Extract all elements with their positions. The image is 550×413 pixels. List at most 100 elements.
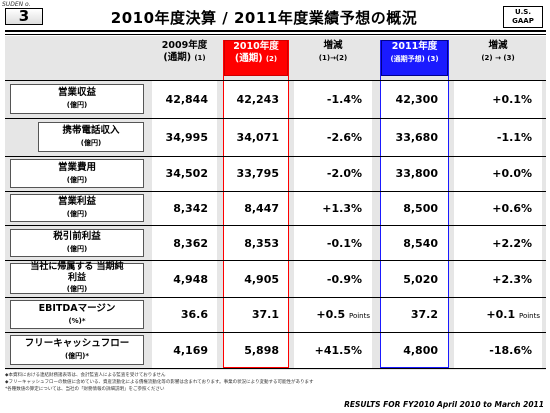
cell-value: +1.3% (322, 202, 362, 215)
cell-value: 33,680 (395, 131, 438, 144)
cell-value: -0.9% (326, 273, 362, 286)
row-label-text: 税引前利益 (53, 231, 101, 242)
cell-value: 8,353 (244, 237, 279, 250)
row-divider (5, 297, 546, 298)
row-divider (5, 80, 546, 81)
cell-value: 42,243 (236, 93, 279, 106)
row-divider (5, 156, 546, 157)
row-label-text: 営業収益 (57, 87, 96, 98)
cell-value: 4,905 (244, 273, 279, 286)
row-label-text: 携帯電話収入 (62, 125, 120, 136)
cell-value: -18.6% (489, 344, 532, 357)
row-label-operating-revenue: 営業収益 (億円) (10, 84, 144, 114)
cell-value: 33,795 (236, 167, 279, 180)
results-footer: RESULTS FOR FY2010 April 2010 to March 2… (344, 400, 544, 409)
cell-value: 33,800 (395, 167, 438, 180)
row-unit: (%)* (68, 316, 86, 325)
cell-value: +2.3% (492, 273, 532, 286)
header-diff2-label: 増減 (488, 40, 508, 51)
cell-value: 34,071 (236, 131, 279, 144)
cell-value: 42,300 (395, 93, 438, 106)
row-divider (5, 225, 546, 226)
row-label-ebitda-margin: EBITDAマージン (%)* (10, 300, 144, 329)
header-2011: 2011年度 (通期予想) (3) (381, 40, 448, 76)
cell-value: 36.6 (180, 308, 208, 321)
row-label-text: 当社に帰属する 当期純利益 (30, 262, 124, 283)
header-diff1-range: (1)→(2) (318, 54, 348, 62)
page-number: 3 (5, 8, 43, 25)
header-2011-period: (通期予想) (390, 55, 425, 63)
cell-value: -1.1% (496, 131, 532, 144)
row-label-net-income: 当社に帰属する 当期純利益 (億円) (10, 262, 144, 294)
row-label-text: EBITDAマージン (38, 302, 116, 314)
col-band-2009 (152, 80, 217, 368)
cell-ebitda-diff2: +0.1 Points (454, 308, 540, 321)
slide-label: SUDEN o. (2, 1, 31, 8)
col-band-diff1 (294, 80, 372, 368)
cell-value: 34,995 (165, 131, 208, 144)
row-label-text: 営業利益 (57, 196, 96, 207)
header-diff1: 増減 (1)→(2) (294, 40, 372, 76)
row-divider (5, 332, 546, 333)
header-2010: 2010年度 (通期) (2) (224, 40, 288, 76)
cell-value: -2.6% (326, 131, 362, 144)
cell-value: 8,362 (173, 237, 208, 250)
cell-value: 5,020 (403, 273, 438, 286)
row-divider (5, 118, 546, 119)
cell-value: 8,342 (173, 202, 208, 215)
cell-value: -0.1% (326, 237, 362, 250)
title-rule-thin (5, 34, 546, 35)
cell-value: +2.2% (492, 237, 532, 250)
row-label-text: 営業費用 (57, 161, 96, 173)
row-label-operating-expenses: 営業費用 (億円) (10, 159, 144, 188)
row-divider (5, 191, 546, 192)
header-2009-period: (通期) (163, 52, 192, 63)
page-title: 2010年度決算 / 2011年度業績予想の概況 (110, 9, 418, 27)
col-band-2011 (380, 80, 448, 368)
cell-value: +0.1 (486, 308, 516, 321)
footnote: ◆本資料における連結財務諸表等は、会計監査人による監査を受けておりません (5, 373, 166, 378)
header-2009-note: (1) (194, 54, 206, 62)
gaap-line1: U.S. (514, 8, 532, 16)
header-2010-period: (通期) (234, 53, 263, 64)
cell-value: 8,447 (244, 202, 279, 215)
cell-value: 8,540 (403, 237, 438, 250)
row-unit: (億円) (66, 285, 88, 293)
row-unit: (億円) (66, 101, 88, 109)
col-band-2010 (223, 80, 288, 368)
cell-ebitda-diff1: +0.5 Points (294, 308, 370, 321)
header-diff2-range: (2) → (3) (481, 54, 515, 62)
row-unit: (億円) (66, 175, 88, 184)
row-label-pretax-income: 税引前利益 (億円) (10, 229, 144, 257)
row-unit: (億円)* (64, 352, 90, 360)
cell-value: +0.0% (492, 167, 532, 180)
cell-value: 42,844 (165, 93, 208, 106)
cell-value: 37.1 (251, 308, 279, 321)
row-divider (5, 368, 546, 369)
header-diff2: 増減 (2) → (3) (454, 40, 542, 76)
gaap-badge: U.S. GAAP (503, 6, 543, 28)
cell-value: 4,948 (173, 273, 208, 286)
row-label-mobile-revenue: 携帯電話収入 (億円) (38, 122, 144, 152)
cell-value: 37.2 (410, 308, 438, 321)
cell-value: -1.4% (326, 93, 362, 106)
cell-value: +41.5% (314, 344, 362, 357)
header-2011-note: (3) (427, 55, 439, 63)
header-2009: 2009年度 (通期) (1) (152, 40, 217, 76)
points-unit: Points (518, 312, 540, 320)
cell-value: 34,502 (165, 167, 208, 180)
row-unit: (億円) (66, 210, 88, 218)
row-label-text: フリーキャッシュフロー (24, 338, 130, 349)
row-unit: (億円) (66, 245, 88, 253)
header-2010-note: (2) (265, 55, 278, 63)
cell-value: 4,169 (173, 344, 208, 357)
header-2009-year: 2009年度 (161, 40, 208, 51)
row-label-operating-income: 営業利益 (億円) (10, 194, 144, 222)
footnote: *各種数値の算定については、当社の「財務情報の詳細説明」をご参照ください (5, 387, 165, 392)
row-divider (5, 260, 546, 261)
header-2010-year: 2010年度 (233, 41, 279, 52)
gaap-line2: GAAP (512, 17, 534, 25)
footnote: ◆フリーキャッシュフローの数値に含めている、資産流動化による債権流動化等の影響は… (5, 380, 314, 385)
cell-value: +0.6% (492, 202, 532, 215)
cell-value: 8,500 (403, 202, 438, 215)
